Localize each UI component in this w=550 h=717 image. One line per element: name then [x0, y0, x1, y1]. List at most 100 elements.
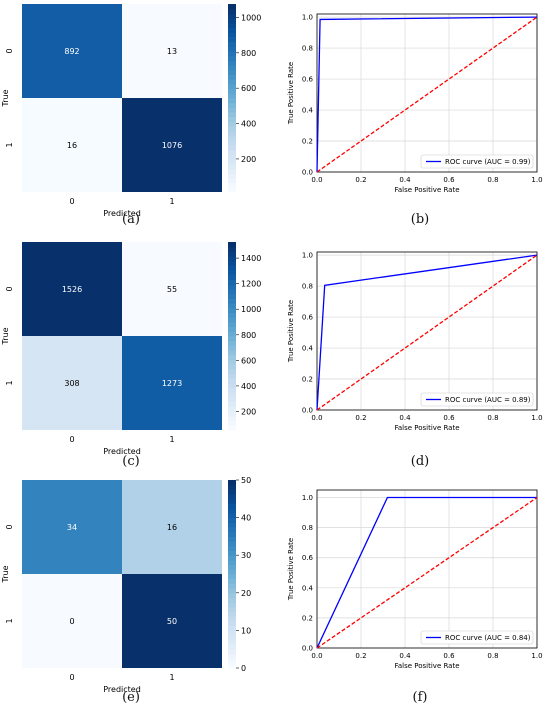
cell-value-label: 308: [64, 379, 79, 388]
roc-curve-d: 0.0 0.2 0.4 0.6 0.8 1.0 0.0 0.2 0.4 0.6 0.8 1.0 Fals…: [287, 252, 543, 432]
heatmap-cell: [122, 480, 222, 574]
y-tick-label: 0.8: [302, 524, 313, 532]
colorbar-segment: [228, 541, 236, 547]
colorbar-segment: [228, 364, 236, 370]
y-tick-label: 0.6: [302, 76, 314, 84]
roc-curve-line: [316, 496, 537, 649]
cell-value-label: 0: [69, 617, 74, 626]
colorbar-segment: [228, 508, 236, 514]
colorbar-segment: [228, 4, 236, 10]
y-tick-label: 1.0: [302, 494, 313, 502]
y-tick-label: 0.4: [302, 107, 314, 115]
colorbar-segment: [228, 621, 236, 627]
colorbar-segment: [228, 387, 236, 393]
colorbar-segment: [228, 79, 236, 85]
colorbar-segment: [228, 126, 236, 132]
y-tick-label: 0.4: [302, 584, 314, 592]
legend-label: ROC curve (AUC = 0.89): [445, 396, 531, 404]
roc-curve-b: 0.0 0.2 0.4 0.6 0.8 1.0 0.0 0.2 0.4 0.6 0.8 1.0 Fals…: [287, 14, 543, 194]
cell-value-label: 55: [167, 285, 177, 294]
x-tick-label: 0.6: [443, 414, 455, 422]
x-axis-label: False Positive Rate: [394, 186, 459, 194]
colorbar-tick-label: 1000: [241, 13, 261, 22]
roc-curve-f: 0.0 0.2 0.4 0.6 0.8 1.0 0.0 0.2 0.4 0.6 0.8 1.0 Fals…: [287, 489, 543, 670]
x-tick-label: 0.0: [311, 176, 322, 184]
y-tick-label: 0.0: [302, 169, 313, 177]
cell-value-label: 892: [64, 47, 79, 56]
y-tick-label: 0.8: [302, 283, 313, 291]
heatmap-cell: [122, 336, 222, 430]
colorbar-segment: [228, 46, 236, 52]
legend-box: [420, 154, 534, 169]
colorbar-segment: [228, 270, 236, 276]
colorbar-segment: [228, 88, 236, 94]
legend-label: ROC curve (AUC = 0.84): [445, 634, 531, 642]
x-axis-label: Predicted: [103, 685, 141, 694]
colorbar-segment: [228, 527, 236, 533]
plot-frame: [316, 489, 538, 649]
colorbar-segment: [228, 265, 236, 271]
colorbar-segment: [228, 592, 236, 598]
colorbar-segment: [228, 406, 236, 412]
colorbar-segment: [228, 121, 236, 127]
colorbar-segment: [228, 574, 236, 580]
colorbar-segment: [228, 378, 236, 384]
y-tick-label: 1.0: [302, 14, 313, 22]
colorbar-segment: [228, 611, 236, 617]
colorbar-segment: [228, 503, 236, 509]
x-axis-label: False Positive Rate: [394, 662, 459, 670]
colorbar-segment: [228, 512, 236, 519]
colorbar-segment: [228, 293, 236, 299]
colorbar-segment: [228, 242, 236, 248]
cell-value-label: 13: [167, 47, 177, 56]
colorbar-segment: [228, 494, 236, 500]
colorbar-segment: [228, 569, 236, 575]
x-tick-label: 0: [69, 673, 74, 682]
x-tick-label: 0.8: [487, 414, 498, 422]
colorbar-segment: [228, 616, 236, 622]
colorbar-segment: [228, 298, 236, 304]
colorbar-segment: [228, 130, 236, 137]
colorbar-segment: [228, 312, 236, 318]
cell-value-label: 16: [67, 141, 77, 150]
cell-value-label: 34: [67, 523, 77, 532]
colorbar-segment: [228, 246, 236, 252]
colorbar-segment: [228, 145, 236, 151]
colorbar-tick-label: 0: [241, 664, 246, 673]
diagonal-reference-line: [316, 254, 538, 411]
colorbar-segment: [228, 32, 236, 38]
legend-label: ROC curve (AUC = 0.99): [445, 158, 531, 166]
colorbar-tick-label: 400: [241, 382, 256, 391]
x-tick-label: 1.0: [531, 652, 542, 660]
colorbar-segment: [228, 653, 236, 660]
y-tick-label: 0.2: [302, 614, 313, 622]
y-tick-label: 0.0: [302, 407, 313, 415]
colorbar-segment: [228, 588, 236, 594]
y-tick-label: 0.2: [302, 376, 313, 384]
colorbar-segment: [228, 555, 236, 561]
caption-d: (d): [410, 454, 430, 469]
confusion-matrix-e: 34 16 0 50 0 0 1 1 Predicted True 0 10 20 30 40 50: [1, 476, 251, 694]
colorbar-segment: [228, 559, 236, 566]
colorbar-segment: [228, 279, 236, 285]
colorbar-segment: [228, 354, 236, 360]
y-tick-label: 0: [5, 48, 14, 53]
colorbar-segment: [228, 340, 236, 346]
colorbar-segment: [228, 251, 236, 257]
colorbar-segment: [228, 397, 236, 403]
heatmap-cell: [22, 574, 122, 668]
y-tick-label: 0.0: [302, 645, 313, 653]
colorbar-segment: [228, 41, 236, 47]
colorbar-segment: [228, 51, 236, 57]
heatmap-cell: [22, 98, 122, 192]
colorbar-tick-label: 30: [241, 551, 251, 560]
colorbar-segment: [228, 545, 236, 551]
y-axis-label: True Positive Rate: [287, 62, 295, 125]
colorbar-segment: [228, 578, 236, 584]
y-axis-label: True Positive Rate: [287, 300, 295, 363]
colorbar-segment: [228, 635, 236, 641]
caption-b: (b): [410, 212, 430, 227]
cell-value-label: 1076: [162, 141, 182, 150]
x-tick-label: 0.0: [311, 652, 322, 660]
diagonal-reference-line: [316, 16, 538, 173]
